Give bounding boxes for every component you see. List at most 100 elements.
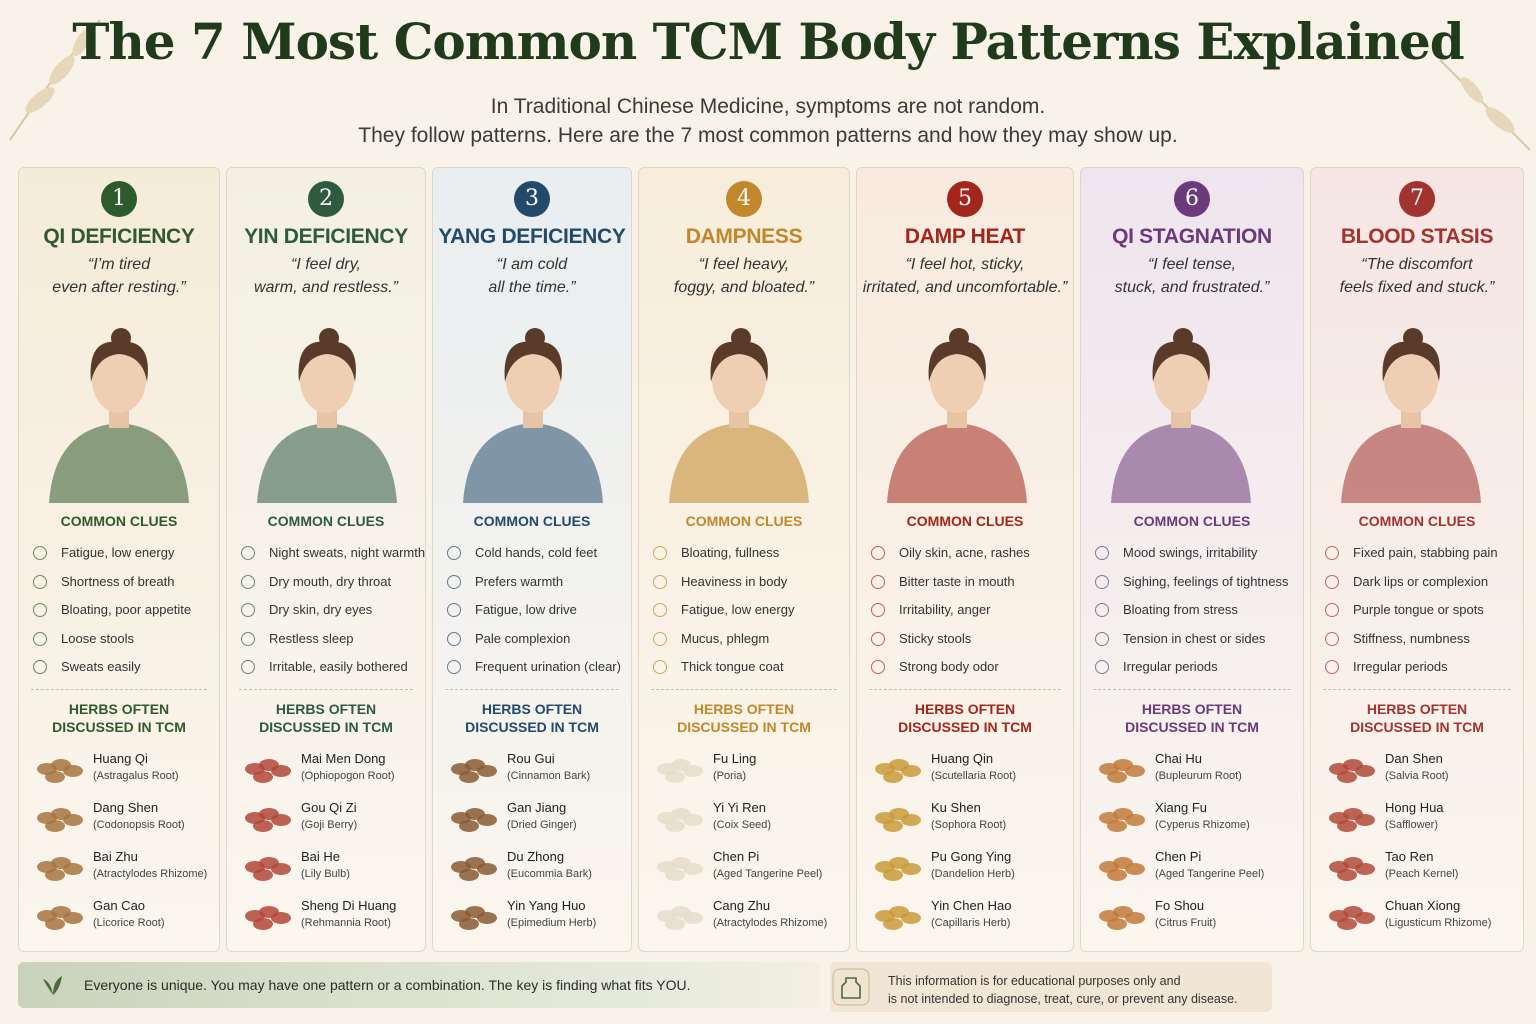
- herb-piece: [665, 820, 685, 832]
- clue-icon: [653, 660, 667, 674]
- herb-piece: [1355, 765, 1375, 777]
- clue-icon: [871, 574, 885, 589]
- herb-piece: [883, 869, 903, 881]
- clue: Mood swings, irritability: [1123, 545, 1258, 560]
- herb-name: Pu Gong Ying: [931, 849, 1012, 864]
- herbs-heading: DISCUSSED IN TCM: [677, 719, 811, 735]
- herb-name: Chai Hu: [1155, 751, 1202, 766]
- clue-icon: [653, 603, 667, 617]
- clue-icon: [241, 603, 255, 617]
- herb-name: Gan Cao: [93, 898, 146, 913]
- subtitle: In Traditional Chinese Medicine, symptom…: [490, 95, 1046, 118]
- herb-image: [875, 808, 921, 832]
- figure-shape: [109, 408, 129, 428]
- quote: even after resting.”: [52, 279, 186, 296]
- pattern-name: YIN DEFICIENCY: [244, 225, 408, 248]
- herb-piece: [45, 869, 65, 881]
- herb-image: [451, 808, 497, 832]
- figure-shape: [463, 423, 603, 503]
- herb-piece: [683, 912, 703, 924]
- clue-icon: [1095, 660, 1109, 674]
- clue: Night sweats, night warmth: [269, 545, 426, 560]
- herb-image: [37, 857, 83, 881]
- clue: Dry skin, dry eyes: [269, 602, 373, 617]
- herb-image: [451, 857, 497, 881]
- divider: [239, 689, 413, 690]
- herb-piece: [45, 771, 65, 783]
- figure-shape: [90, 341, 148, 382]
- clue: Thick tongue coat: [681, 659, 784, 674]
- herb-image: [875, 857, 921, 881]
- herbs-heading: HERBS OFTEN: [1141, 701, 1243, 717]
- quote: “I feel tense,: [1147, 256, 1237, 273]
- clue-icon: [1095, 574, 1109, 589]
- figure-shape: [887, 423, 1027, 503]
- herb-name: Yin Chen Hao: [931, 898, 1012, 913]
- illustration: [463, 328, 603, 503]
- figure-shape: [930, 347, 984, 413]
- herb-name: Mai Men Dong: [301, 751, 386, 766]
- clues-heading: COMMON CLUES: [685, 513, 803, 529]
- herb-latin: (Peach Kernel): [1385, 868, 1459, 880]
- herb-piece: [1107, 820, 1127, 832]
- pattern-column: 2 YIN DEFICIENCY “I feel dry, warm, and res…: [226, 167, 426, 952]
- leaf-icon: [43, 976, 62, 995]
- clue-icon: [447, 603, 461, 617]
- illustration: [49, 328, 189, 503]
- clue: Fatigue, low energy: [61, 545, 175, 560]
- clue: Bloating, poor appetite: [61, 602, 192, 617]
- figure-shape: [1382, 341, 1440, 382]
- divider: [651, 689, 837, 690]
- clue: Irregular periods: [1353, 659, 1448, 674]
- pattern-name: DAMP HEAT: [904, 225, 1026, 248]
- illustration: [1111, 328, 1251, 503]
- herb-piece: [683, 765, 703, 777]
- clue-icon: [33, 546, 47, 560]
- figure-shape: [1154, 347, 1208, 413]
- clue-icon: [447, 631, 461, 646]
- herbs-heading: DISCUSSED IN TCM: [259, 719, 393, 735]
- clue-icon: [1325, 631, 1339, 646]
- figure-shape: [710, 341, 768, 382]
- pattern-column: 6 QI STAGNATION “I feel tense, stuck, and f…: [1080, 167, 1304, 952]
- herb-piece: [1337, 869, 1357, 881]
- clue-icon: [871, 546, 885, 560]
- quote: all the time.”: [488, 279, 576, 296]
- clue-icon: [241, 660, 255, 674]
- herb-piece: [1337, 820, 1357, 832]
- herb-name: Huang Qi: [93, 751, 148, 766]
- figure-shape: [504, 341, 562, 382]
- herb-piece: [1355, 912, 1375, 924]
- herb-latin: (Eucommia Bark): [507, 868, 592, 880]
- herbs-heading: HERBS OFTEN: [68, 701, 170, 717]
- clue-icon: [33, 631, 47, 646]
- figure-shape: [1401, 408, 1421, 428]
- herb-image: [657, 759, 703, 783]
- clues-heading: COMMON CLUES: [1133, 513, 1251, 529]
- herb-piece: [1355, 863, 1375, 875]
- herb-latin: (Bupleurum Root): [1155, 770, 1242, 782]
- figure-shape: [300, 347, 354, 413]
- pattern-column: 5 DAMP HEAT “I feel hot, sticky, irritated,…: [856, 167, 1074, 952]
- clue: Oily skin, acne, rashes: [899, 545, 1030, 560]
- clue: Shortness of breath: [61, 573, 175, 589]
- herb-piece: [253, 918, 273, 930]
- pattern-number: 7: [1399, 181, 1435, 217]
- herb-piece: [459, 771, 479, 783]
- herb-piece: [901, 912, 921, 924]
- clue: Irritability, anger: [899, 602, 991, 617]
- clue-icon: [653, 546, 667, 560]
- quote: feels fixed and stuck.”: [1339, 279, 1495, 296]
- figure-shape: [1341, 423, 1481, 503]
- herbs-heading: HERBS OFTEN: [693, 701, 795, 717]
- figure-shape: [669, 423, 809, 503]
- herb-piece: [45, 820, 65, 832]
- disclaimer-text: This information is for educational purp…: [888, 974, 1181, 988]
- herb-piece: [45, 918, 65, 930]
- note-text: Everyone is unique. You may have one pat…: [84, 977, 691, 993]
- herb-piece: [477, 863, 497, 875]
- herb-image: [1329, 857, 1375, 881]
- pattern-number: 2: [308, 181, 344, 217]
- herb-piece: [665, 869, 685, 881]
- clue-icon: [1095, 631, 1109, 646]
